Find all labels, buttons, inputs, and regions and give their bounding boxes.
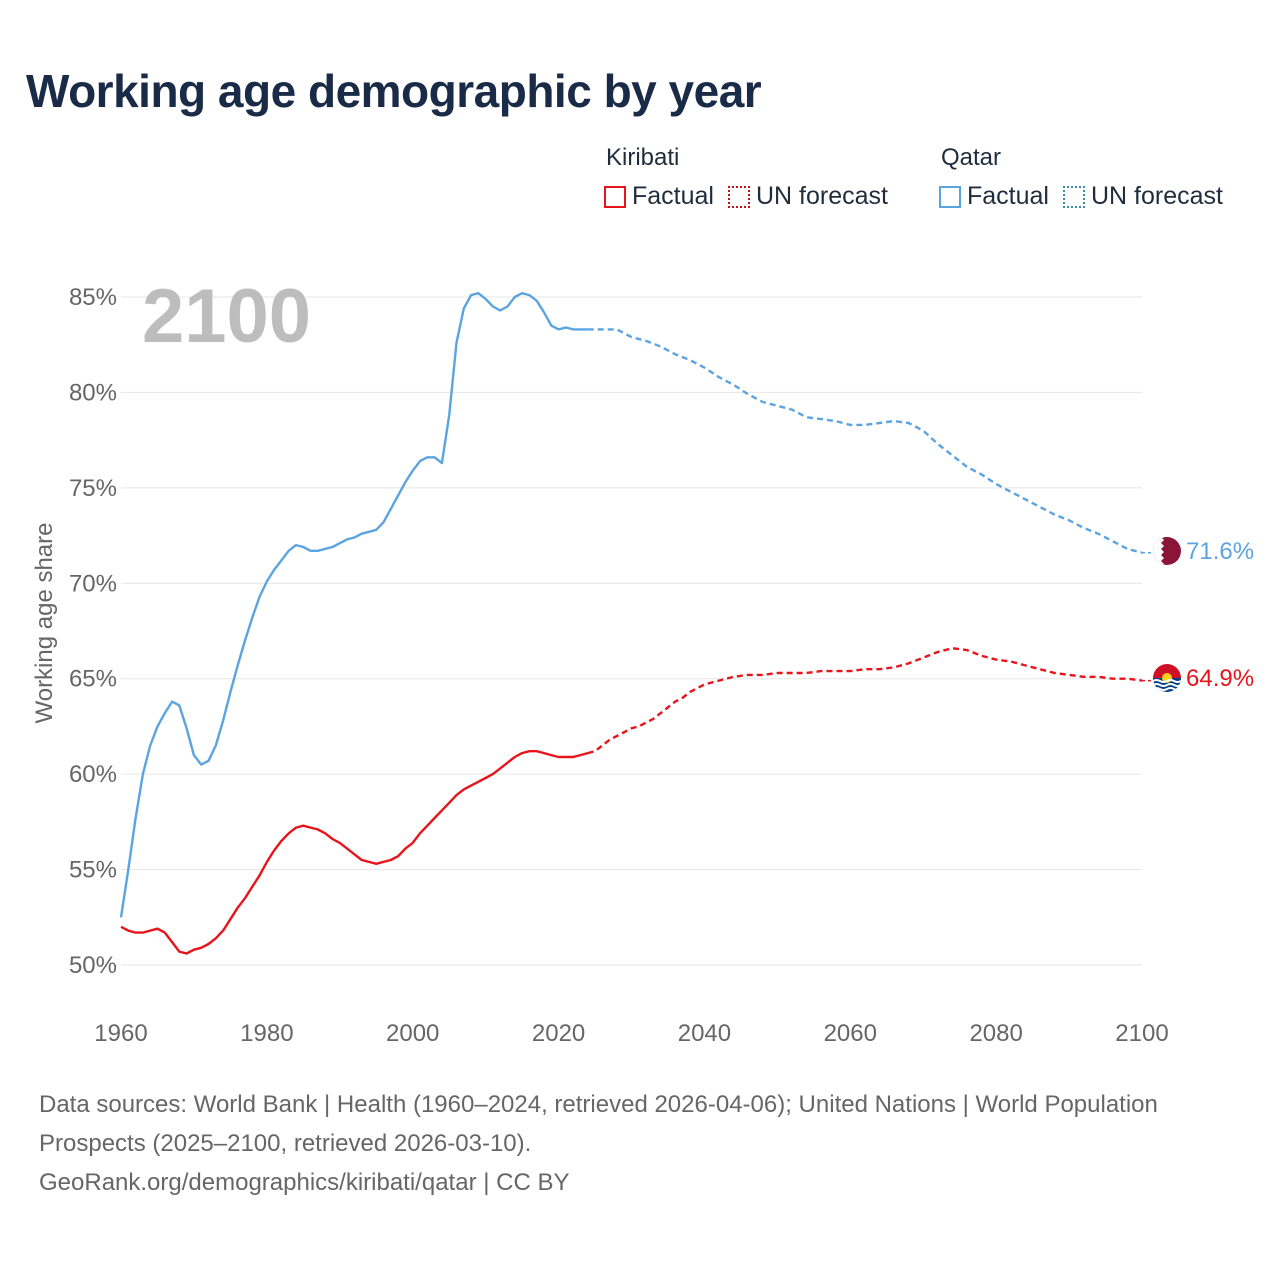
legend-country-label: Qatar (941, 144, 1002, 171)
kiribati-flag (1153, 664, 1181, 692)
kiribati-forecast-line (587, 647, 1143, 755)
page-title: Working age demographic by year (26, 65, 762, 117)
legend-swatch-solid (939, 185, 961, 208)
y-tick-label: 50% (69, 952, 117, 979)
kiribati-factual-line (120, 750, 589, 955)
legend-swatch-dotted (1062, 185, 1085, 208)
y-tick-label: 70% (69, 570, 117, 597)
x-tick-label: 2020 (532, 1020, 585, 1047)
qatar-factual-line (119, 292, 588, 918)
y-tick-label: 80% (69, 379, 117, 406)
gridlines (121, 296, 1142, 966)
y-tick-label: 85% (69, 284, 117, 311)
year-watermark: 2100 (142, 274, 311, 359)
legend-item-label: UN forecast (1090, 182, 1223, 210)
series-lines (119, 292, 1153, 955)
qatar-end-value-label: 71.6% (1186, 538, 1254, 565)
x-tick-label: 2100 (1115, 1020, 1168, 1047)
legend-swatch-dotted (727, 185, 750, 208)
x-axis-ticks: 1960 1980 2000 2020 2040 2060 2080 2100 (94, 1020, 1168, 1047)
x-tick-label: 1980 (240, 1020, 293, 1047)
legend-item-label: UN forecast (755, 182, 888, 210)
y-tick-label: 60% (69, 761, 117, 788)
y-axis-ticks: 50% 55% 60% 65% 70% 75% 80% 85% (69, 284, 117, 979)
line-chart: 50% 55% 60% 65% 70% 75% 80% 85% 1960 1980 2000 202… (31, 274, 1254, 1047)
qatar-flag (1153, 537, 1181, 565)
legend-country-label: Kiribati (606, 144, 680, 171)
legend-item-kiribati-factual[interactable]: Factual (604, 182, 714, 211)
x-tick-label: 2080 (969, 1020, 1022, 1047)
kiribati-end-value-label: 64.9% (1186, 665, 1254, 692)
x-tick-label: 2000 (386, 1020, 439, 1047)
y-tick-label: 65% (69, 666, 117, 693)
footer-data-sources: Data sources: World Bank | Health (1960–… (39, 1091, 1158, 1157)
legend-item-label: Factual (632, 182, 714, 210)
y-axis-label: Working age share (31, 523, 58, 724)
x-tick-label: 2060 (824, 1020, 877, 1047)
x-tick-label: 2040 (678, 1020, 731, 1047)
legend-item-qatar-forecast[interactable]: UN forecast (1062, 182, 1223, 211)
legend-swatch-solid (604, 185, 626, 208)
y-tick-label: 75% (69, 475, 117, 502)
y-tick-label: 55% (69, 857, 117, 884)
legend-item-qatar-factual[interactable]: Factual (939, 182, 1049, 211)
legend-group-kiribati: Kiribati Factual UN forecast (604, 144, 888, 211)
legend-group-qatar: Qatar Factual UN forecast (939, 144, 1223, 211)
x-tick-label: 1960 (94, 1020, 147, 1047)
legend-item-kiribati-forecast[interactable]: UN forecast (727, 182, 888, 211)
qatar-forecast-line (587, 328, 1143, 554)
legend-item-label: Factual (967, 182, 1049, 210)
footer-attribution-link[interactable]: GeoRank.org/demographics/kiribati/qatar … (39, 1169, 570, 1196)
footer-sources: Data sources: World Bank | Health (1960–… (39, 1085, 1199, 1202)
